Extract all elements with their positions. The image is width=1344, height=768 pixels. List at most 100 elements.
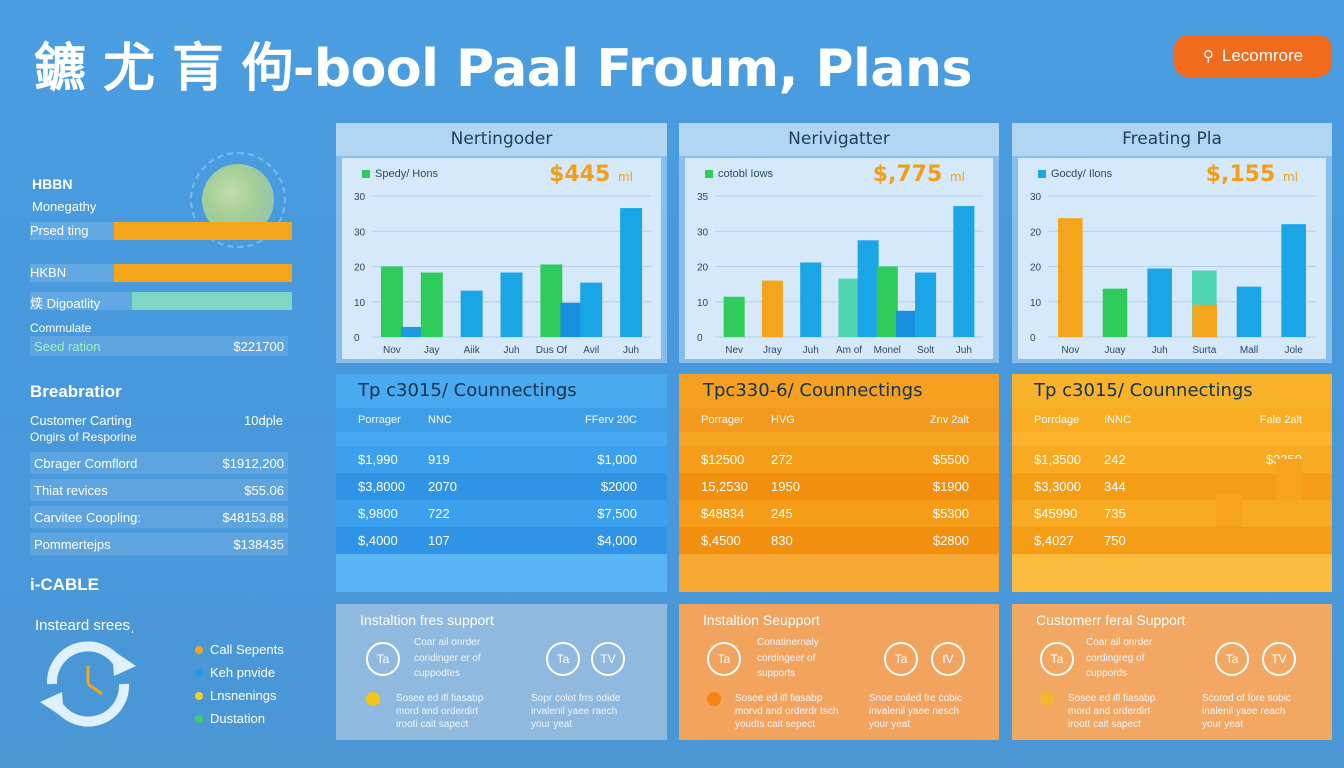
sidebar-row[interactable]: Cbrager Comflord $1912,200 xyxy=(30,452,288,474)
x-tick-label: Juh xyxy=(1152,345,1168,356)
status-dot xyxy=(707,692,721,706)
x-tick-label: Mall xyxy=(1240,345,1258,356)
y-tick-label: 0 xyxy=(1030,333,1036,344)
chart-bar[interactable] xyxy=(915,272,937,337)
chart-bar[interactable] xyxy=(580,282,603,337)
support-panel-3: Customerr feral Support Ta Coar ail onrd… xyxy=(1012,604,1332,740)
table-header: Porrager HVG Znv 2alt xyxy=(679,408,999,432)
status-dot xyxy=(1040,692,1054,706)
ta-badge-icon[interactable]: Ta xyxy=(546,642,580,676)
row-value: $55.06 xyxy=(244,482,284,498)
chart-bar[interactable] xyxy=(620,208,643,337)
table-row[interactable]: $,9800 722 $7,500 xyxy=(336,500,667,527)
table-row[interactable]: $12500 272 $5500 xyxy=(679,446,999,473)
chart-bar[interactable] xyxy=(560,302,583,337)
ta-badge-icon[interactable]: Ta xyxy=(1215,642,1249,676)
row-value: $138435 xyxy=(233,536,284,552)
chart-legend: Gocdy/ Ilons xyxy=(1038,168,1112,180)
table-row[interactable]: $45990 735 xyxy=(1012,493,1332,527)
ta-badge-icon[interactable]: Ta xyxy=(884,642,918,676)
table-header: Porrdage INNC Fale 2alt xyxy=(1012,408,1332,432)
cable-title: i-CABLE xyxy=(30,575,99,594)
table-title: Tp c3015/ Counnectings xyxy=(336,374,667,408)
chart-bar[interactable] xyxy=(857,240,879,337)
x-tick-label: Nov xyxy=(383,345,401,356)
chart-bar[interactable] xyxy=(500,272,523,337)
sidebar-bar-1: Prsed ting xyxy=(30,222,292,240)
chart-bar[interactable] xyxy=(761,280,783,337)
sidebar-row[interactable]: Thiat revices $55.06 xyxy=(30,479,288,501)
table-row[interactable]: $1,990 919 $1,000 xyxy=(336,446,667,473)
chart-bar[interactable] xyxy=(1147,268,1172,337)
y-tick-label: 10 xyxy=(354,298,366,309)
x-tick-label: Dus Of xyxy=(536,345,567,356)
y-tick-label: 10 xyxy=(697,298,709,309)
legend-swatch xyxy=(1038,170,1046,178)
chart-bar[interactable] xyxy=(953,206,975,337)
x-tick-label: Nev xyxy=(725,345,743,356)
table-row[interactable]: $,4500 830 $2800 xyxy=(679,527,999,554)
legend-item: Call Sepents xyxy=(195,642,284,657)
chart-bar[interactable] xyxy=(1281,224,1306,337)
seed-value: $221700 xyxy=(233,338,284,354)
page-title: 鑣 尤 肓 佝-bool Paal Froum, Plans xyxy=(34,39,972,99)
chart-bar[interactable] xyxy=(895,310,917,337)
table-panel-2: Tpc330-6/ Counnectings Porrager HVG Znv … xyxy=(679,374,999,592)
support-title: Instaltion fres support xyxy=(360,612,494,628)
chart-panel-1: Nertingoder Spedy/ Hons $445 ml 0 10 20 30 3… xyxy=(336,123,667,363)
y-tick-label: 10 xyxy=(1030,298,1042,309)
chart-bar[interactable] xyxy=(380,266,403,338)
chart-bar[interactable] xyxy=(1236,286,1262,337)
customer-label: Customer Carting xyxy=(30,413,132,428)
chart-title: Nerivigatter xyxy=(679,123,999,156)
support-panel-1: Instaltion fres support Ta Coar ail onrd… xyxy=(336,604,667,740)
chart-bar[interactable] xyxy=(460,290,483,337)
table-title: Tp c3015/ Counnectings xyxy=(1012,374,1332,408)
y-tick-label: 0 xyxy=(697,333,703,344)
table-row[interactable]: $,4027 750 xyxy=(1012,527,1332,554)
legend-swatch xyxy=(362,170,370,178)
legend-dot xyxy=(195,668,203,677)
learn-more-button[interactable]: ⚲ Lecomrore xyxy=(1174,35,1332,77)
ta-badge-icon[interactable]: Ta xyxy=(1040,642,1074,676)
tv-badge-icon[interactable]: TV xyxy=(1262,642,1296,676)
table-row[interactable]: $48834 245 $5300 xyxy=(679,500,999,527)
chart-bar[interactable] xyxy=(1102,288,1128,337)
chart-area: cotobl Iows $,775 ml 0 10 20 30 35 Nev Jray Juh… xyxy=(685,158,993,359)
y-tick-label: 20 xyxy=(1030,227,1042,238)
legend-dot xyxy=(195,714,203,723)
x-tick-label: Avil xyxy=(583,345,599,356)
chart-bar[interactable] xyxy=(400,326,423,337)
x-tick-label: Am of xyxy=(836,345,862,356)
x-tick-label: Juay xyxy=(1104,345,1125,356)
seed-ratio-row: Seed ration $221700 xyxy=(30,336,288,356)
row-label: Pommertejps xyxy=(34,536,111,552)
table-row[interactable]: $3,8000 2070 $2000 xyxy=(336,473,667,500)
chart-area: Gocdy/ Ilons $,155 ml 0 10 20 20 30 Nov Juay Ju… xyxy=(1018,158,1326,359)
y-tick-label: 20 xyxy=(1030,263,1042,274)
chart-bar[interactable] xyxy=(540,264,563,337)
chart-bar[interactable] xyxy=(723,296,745,337)
tv-badge-icon[interactable]: TV xyxy=(591,642,625,676)
table-row[interactable]: 15,2530 1950 $1900 xyxy=(679,473,999,500)
sidebar-bar-2: HKBN xyxy=(30,264,292,282)
table-row[interactable]: $,4000 107 $4,000 xyxy=(336,527,667,554)
chart-bar[interactable] xyxy=(420,272,443,337)
progress-bar xyxy=(114,222,292,240)
y-tick-label: 30 xyxy=(354,192,366,203)
chart-bar[interactable] xyxy=(1058,218,1083,337)
sidebar-row[interactable]: Carvitee Coopling: $48153.88 xyxy=(30,506,288,528)
ta-badge-icon[interactable]: Ta xyxy=(707,642,741,676)
tv-badge-icon[interactable]: IV xyxy=(931,642,965,676)
instead-title: Insteard sreesˌ xyxy=(35,617,136,634)
x-tick-label: Jay xyxy=(424,345,440,356)
sidebar-row[interactable]: Pommertejps $138435 xyxy=(30,533,288,555)
chart-bar[interactable] xyxy=(838,278,860,337)
ta-badge-icon[interactable]: Ta xyxy=(366,642,400,676)
sidebar-heading: HBBN xyxy=(32,176,73,192)
chart-bar[interactable] xyxy=(800,262,822,337)
chart-bar[interactable] xyxy=(1192,304,1218,337)
table-panel-3: Tp c3015/ Counnectings Porrdage INNC Fal… xyxy=(1012,374,1332,592)
chart-bar[interactable] xyxy=(876,266,898,338)
